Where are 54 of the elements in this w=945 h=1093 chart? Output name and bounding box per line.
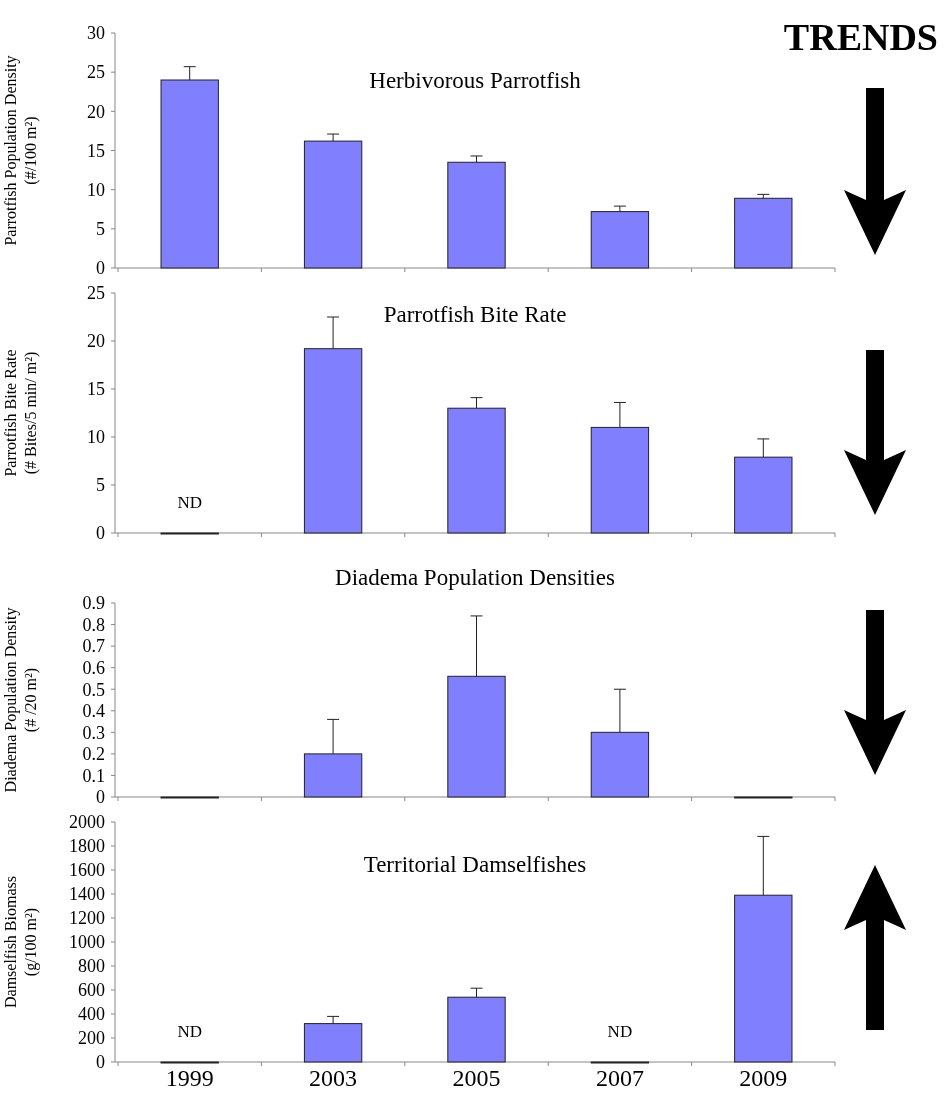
y-tick-label: 0.3 xyxy=(82,722,105,743)
y-tick-label: 0.4 xyxy=(82,701,105,722)
y-tick-label: 600 xyxy=(78,980,105,1001)
annotation: ND xyxy=(607,1022,633,1041)
y-axis-title: Parrotfish Bite Rate (# Bites/5 min/ m²) xyxy=(2,349,40,477)
y-tick-label: 15 xyxy=(87,140,105,161)
y-tick-label: 5 xyxy=(96,219,105,240)
y-tick-label: 1800 xyxy=(69,836,105,857)
y-axis-title: Parrotfish Population Density (#/100 m²) xyxy=(2,55,40,246)
y-tick-label: 5 xyxy=(96,475,105,496)
text: Herbivorous Parrotfish xyxy=(369,68,582,93)
y-tick-label: 0 xyxy=(96,523,105,544)
y-tick-label: 0 xyxy=(96,1052,105,1073)
y-tick-label: 0.6 xyxy=(82,657,105,678)
y-tick-label: 25 xyxy=(87,283,105,304)
y-tick-label: 20 xyxy=(87,101,105,122)
y-tick-label: 0.9 xyxy=(82,593,105,614)
y-axis-title: Damselfish Biomass (g/100 m²) xyxy=(2,876,40,1008)
chart-title: Diadema Population Densities xyxy=(335,565,615,590)
bar xyxy=(590,211,650,269)
y-tick-label: 20 xyxy=(87,331,105,352)
y-tick-label: 200 xyxy=(78,1028,105,1049)
y-axis-title: Diadema Population Density (# /20 m²) xyxy=(2,607,40,793)
y-tick-label: 400 xyxy=(78,1004,105,1025)
text: Territorial Damselfishes xyxy=(363,852,587,877)
x-tick-label: 2009 xyxy=(739,1065,788,1091)
y-tick-label: 1200 xyxy=(69,908,105,929)
x-tick-label: 2005 xyxy=(452,1065,501,1091)
y-tick-label: 0 xyxy=(96,787,105,808)
annotation: TRENDS xyxy=(783,16,938,58)
y-tick-label: 10 xyxy=(87,427,105,448)
x-tick-label: 2003 xyxy=(309,1065,358,1091)
y-tick-label: 1600 xyxy=(69,860,105,881)
y-tick-label: 800 xyxy=(78,956,105,977)
x-tick-label: 2007 xyxy=(595,1065,644,1091)
y-tick-label: 10 xyxy=(87,179,105,200)
annotation: ND xyxy=(177,1022,202,1041)
y-tick-label: 0.1 xyxy=(82,765,105,786)
y-tick-label: 0 xyxy=(96,258,105,279)
y-tick-label: 0.8 xyxy=(82,614,105,635)
y-tick-label: 30 xyxy=(87,23,105,44)
annotation: ND xyxy=(177,493,202,512)
x-tick-label: 1999 xyxy=(165,1065,214,1091)
y-tick-label: 15 xyxy=(87,379,105,400)
chart-title: Parrotfish Bite Rate xyxy=(383,302,567,327)
y-tick-label: 0.2 xyxy=(82,744,105,765)
y-tick-label: 25 xyxy=(87,62,105,83)
y-tick-label: 0.5 xyxy=(82,679,105,700)
y-tick-label: 1400 xyxy=(69,884,105,905)
y-tick-label: 0.7 xyxy=(82,636,105,657)
y-tick-label: 1000 xyxy=(69,932,105,953)
bar xyxy=(734,197,793,269)
bar xyxy=(447,161,506,269)
y-tick-label: 2000 xyxy=(69,812,105,833)
